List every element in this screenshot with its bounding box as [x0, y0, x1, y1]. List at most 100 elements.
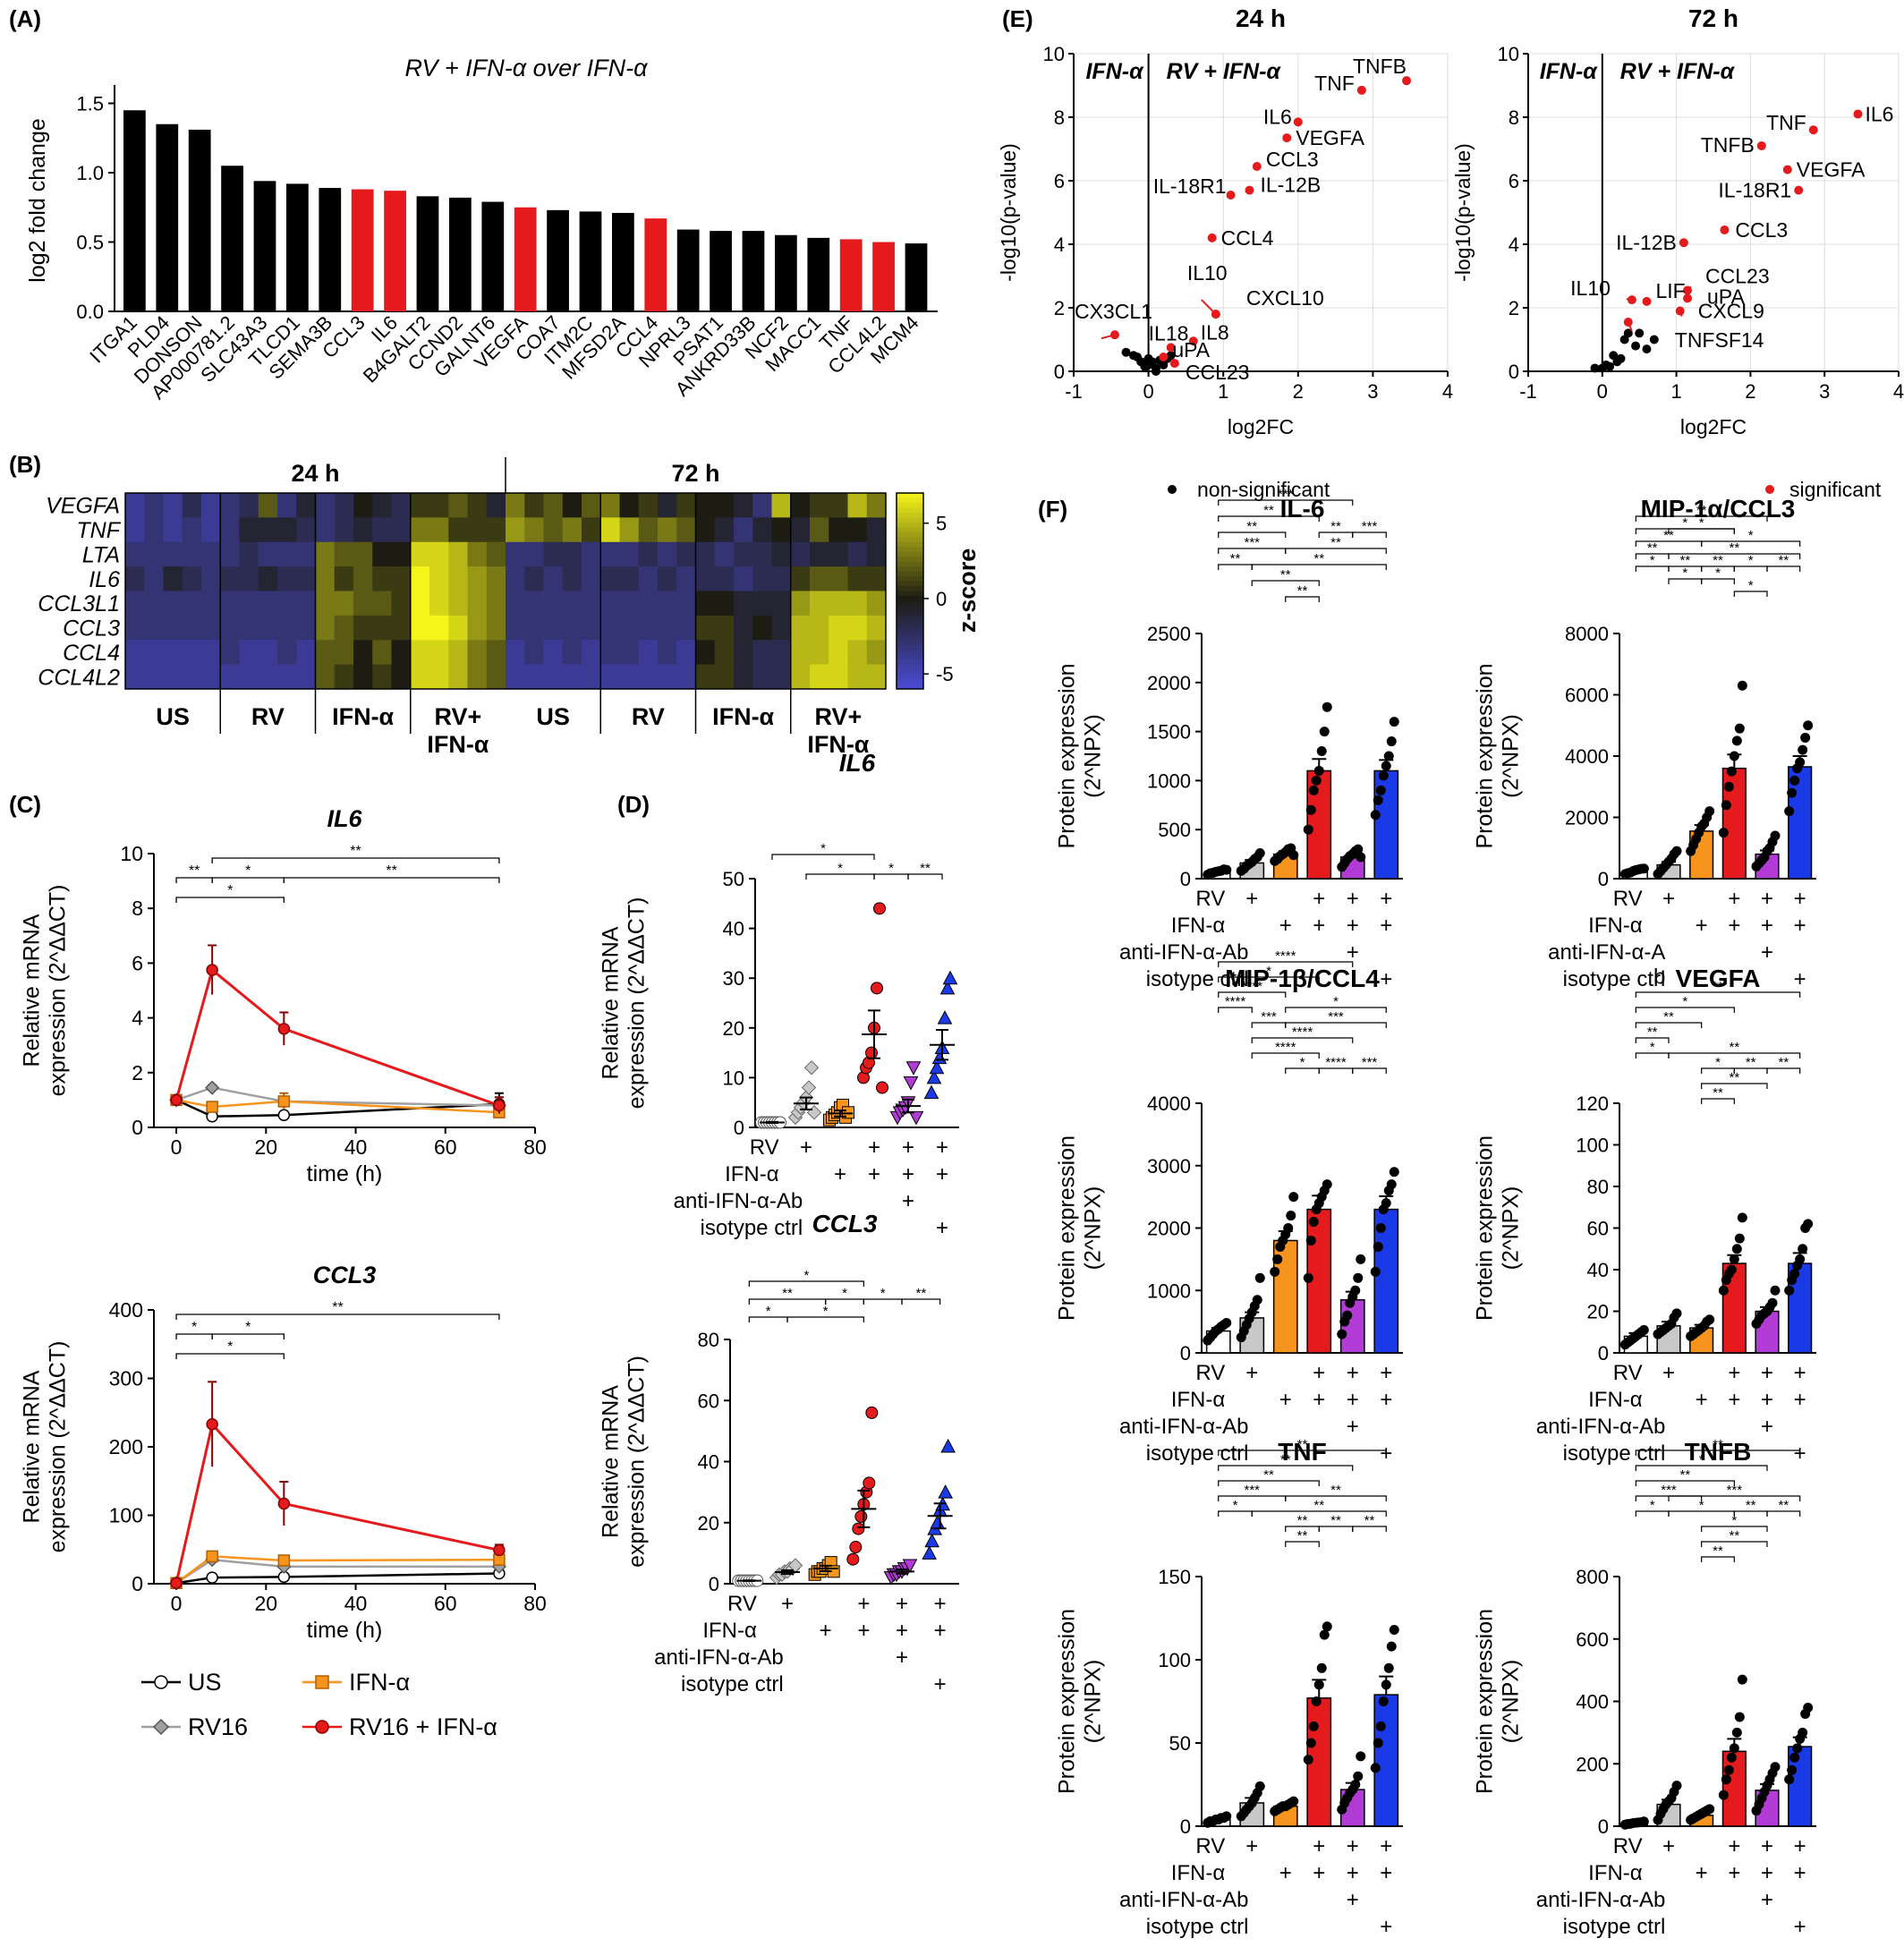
significance-bracket [1701, 1098, 1735, 1104]
data-point [1800, 732, 1811, 743]
data-point [1671, 846, 1682, 856]
condition-plus: + [1696, 1388, 1708, 1412]
series-line [175, 1555, 499, 1585]
heatmap-cell [524, 493, 544, 518]
data-point [1221, 1811, 1232, 1822]
heatmap-cell [144, 664, 164, 690]
heatmap-cell [524, 591, 544, 616]
condition-plus: + [1761, 887, 1773, 911]
gene-label: LIF [1655, 279, 1685, 302]
x-tick-label: 2 [1745, 380, 1755, 403]
bar [1788, 766, 1813, 880]
colorbar-step [897, 659, 923, 666]
panel-f-il6-bar-chart: IL-6 Protein expression(2^NPX) 0 500 1000 150… [1055, 487, 1403, 991]
heatmap-cell [277, 640, 297, 666]
significant-point [1159, 353, 1169, 362]
legend-label: non-significant [1197, 478, 1330, 501]
chart-title: CCL3 [313, 1262, 377, 1288]
heatmap-cell [638, 541, 659, 567]
data-point [1731, 1244, 1742, 1254]
y-tick-label: 2000 [1565, 807, 1609, 829]
heatmap-cell [467, 493, 488, 518]
heatmap-cell [182, 615, 202, 641]
heatmap-cell [562, 591, 582, 616]
condition-label: RV [1195, 1361, 1225, 1385]
significance-label: * [1650, 1040, 1655, 1055]
x-tick-label: 0 [171, 1592, 183, 1615]
heatmap-cell [524, 615, 544, 641]
condition-label: isotype ctrl [1563, 967, 1666, 991]
y-tick-label: 0 [1180, 1342, 1191, 1365]
heatmap-cell [258, 591, 278, 616]
heatmap-cell [619, 615, 640, 641]
label-connector [1627, 321, 1633, 332]
bar-NPRL3 [676, 229, 700, 311]
heatmap-cell [239, 566, 259, 591]
y-tick-label: 60 [1587, 1218, 1609, 1240]
heatmap-cell [486, 591, 506, 616]
heatmap-cell [429, 640, 449, 666]
significance-bracket [748, 1280, 864, 1287]
y-axis-label: Protein expression(2^NPX) [1055, 1609, 1106, 1794]
heatmap-cell [410, 541, 430, 567]
heatmap-cell [277, 541, 297, 567]
gene-label: uPA [1707, 285, 1745, 308]
data-point [865, 1046, 878, 1059]
panel-f-ccl3-bar-chart: MIP-1α/CCL3 Protein expression(2^NPX) 0 200… [1473, 495, 1816, 991]
data-point [1383, 1662, 1394, 1673]
y-tick-label: 800 [1576, 1566, 1609, 1588]
condition-plus: + [1728, 914, 1740, 938]
data-point [937, 1010, 953, 1025]
heatmap-cell [125, 517, 145, 543]
significance-label: * [1266, 964, 1271, 979]
data-point [1316, 746, 1327, 757]
condition-plus: + [1761, 940, 1773, 965]
data-point [1305, 1738, 1316, 1748]
y-tick-label: 8000 [1565, 623, 1609, 645]
panel-d-il6-dot-plot: IL6 Relative mRNAexpression (2^ΔΔCT) 0 10 20… [599, 749, 959, 1240]
chart-title: 72 h [1688, 4, 1738, 32]
y-tick-label: 2 [132, 1061, 143, 1084]
heatmap-cell [220, 566, 240, 591]
condition-plus: + [1696, 1861, 1708, 1885]
condition-plus: + [1728, 1861, 1740, 1885]
significance-label: **** [1225, 994, 1246, 1009]
y-axis-label: Protein expression(2^NPX) [1473, 1609, 1524, 1794]
heatmap-cell [752, 591, 772, 616]
significance-bracket [1733, 591, 1768, 597]
heatmap-cell [277, 591, 297, 616]
label-connector [1626, 298, 1633, 302]
condition-plus: + [1794, 1361, 1806, 1385]
chart-title: MIP-1α/CCL3 [1641, 495, 1796, 523]
significance-bracket [1635, 1465, 1768, 1471]
gene-label: TNF [1766, 111, 1806, 134]
x-tick-label: 0 [1143, 380, 1153, 403]
heatmap-cell [847, 640, 868, 666]
significance-bracket [1285, 548, 1387, 554]
condition-plus: + [934, 1592, 947, 1616]
significance-label: ** [1778, 553, 1789, 568]
condition-plus: + [936, 1135, 948, 1160]
data-point [854, 1509, 868, 1523]
heatmap-cell [506, 493, 525, 518]
significance-label: * [842, 1286, 847, 1301]
condition-plus: + [1662, 1834, 1675, 1858]
y-axis-label: Protein expression(2^NPX) [1473, 1135, 1524, 1321]
data-point [1305, 1235, 1316, 1246]
data-point [1370, 810, 1381, 820]
condition-plus: + [896, 1592, 908, 1616]
significance-bracket [1352, 531, 1387, 538]
colorbar-step [897, 654, 923, 660]
heatmap-cell [524, 640, 544, 666]
data-point [1375, 785, 1386, 795]
significance-label: * [1300, 1055, 1305, 1070]
significance-bracket [1218, 1007, 1253, 1013]
condition-label: IFN-α [1171, 914, 1226, 938]
chart-title: RV + IFN-α over IFN-α [404, 55, 649, 81]
significance-label: ** [1729, 1040, 1739, 1055]
significance-label: * [1682, 565, 1687, 581]
heatmap-cell [448, 493, 468, 518]
significance-bracket [1218, 1450, 1387, 1456]
heatmap-cell [315, 615, 336, 641]
data-point [1311, 775, 1322, 786]
